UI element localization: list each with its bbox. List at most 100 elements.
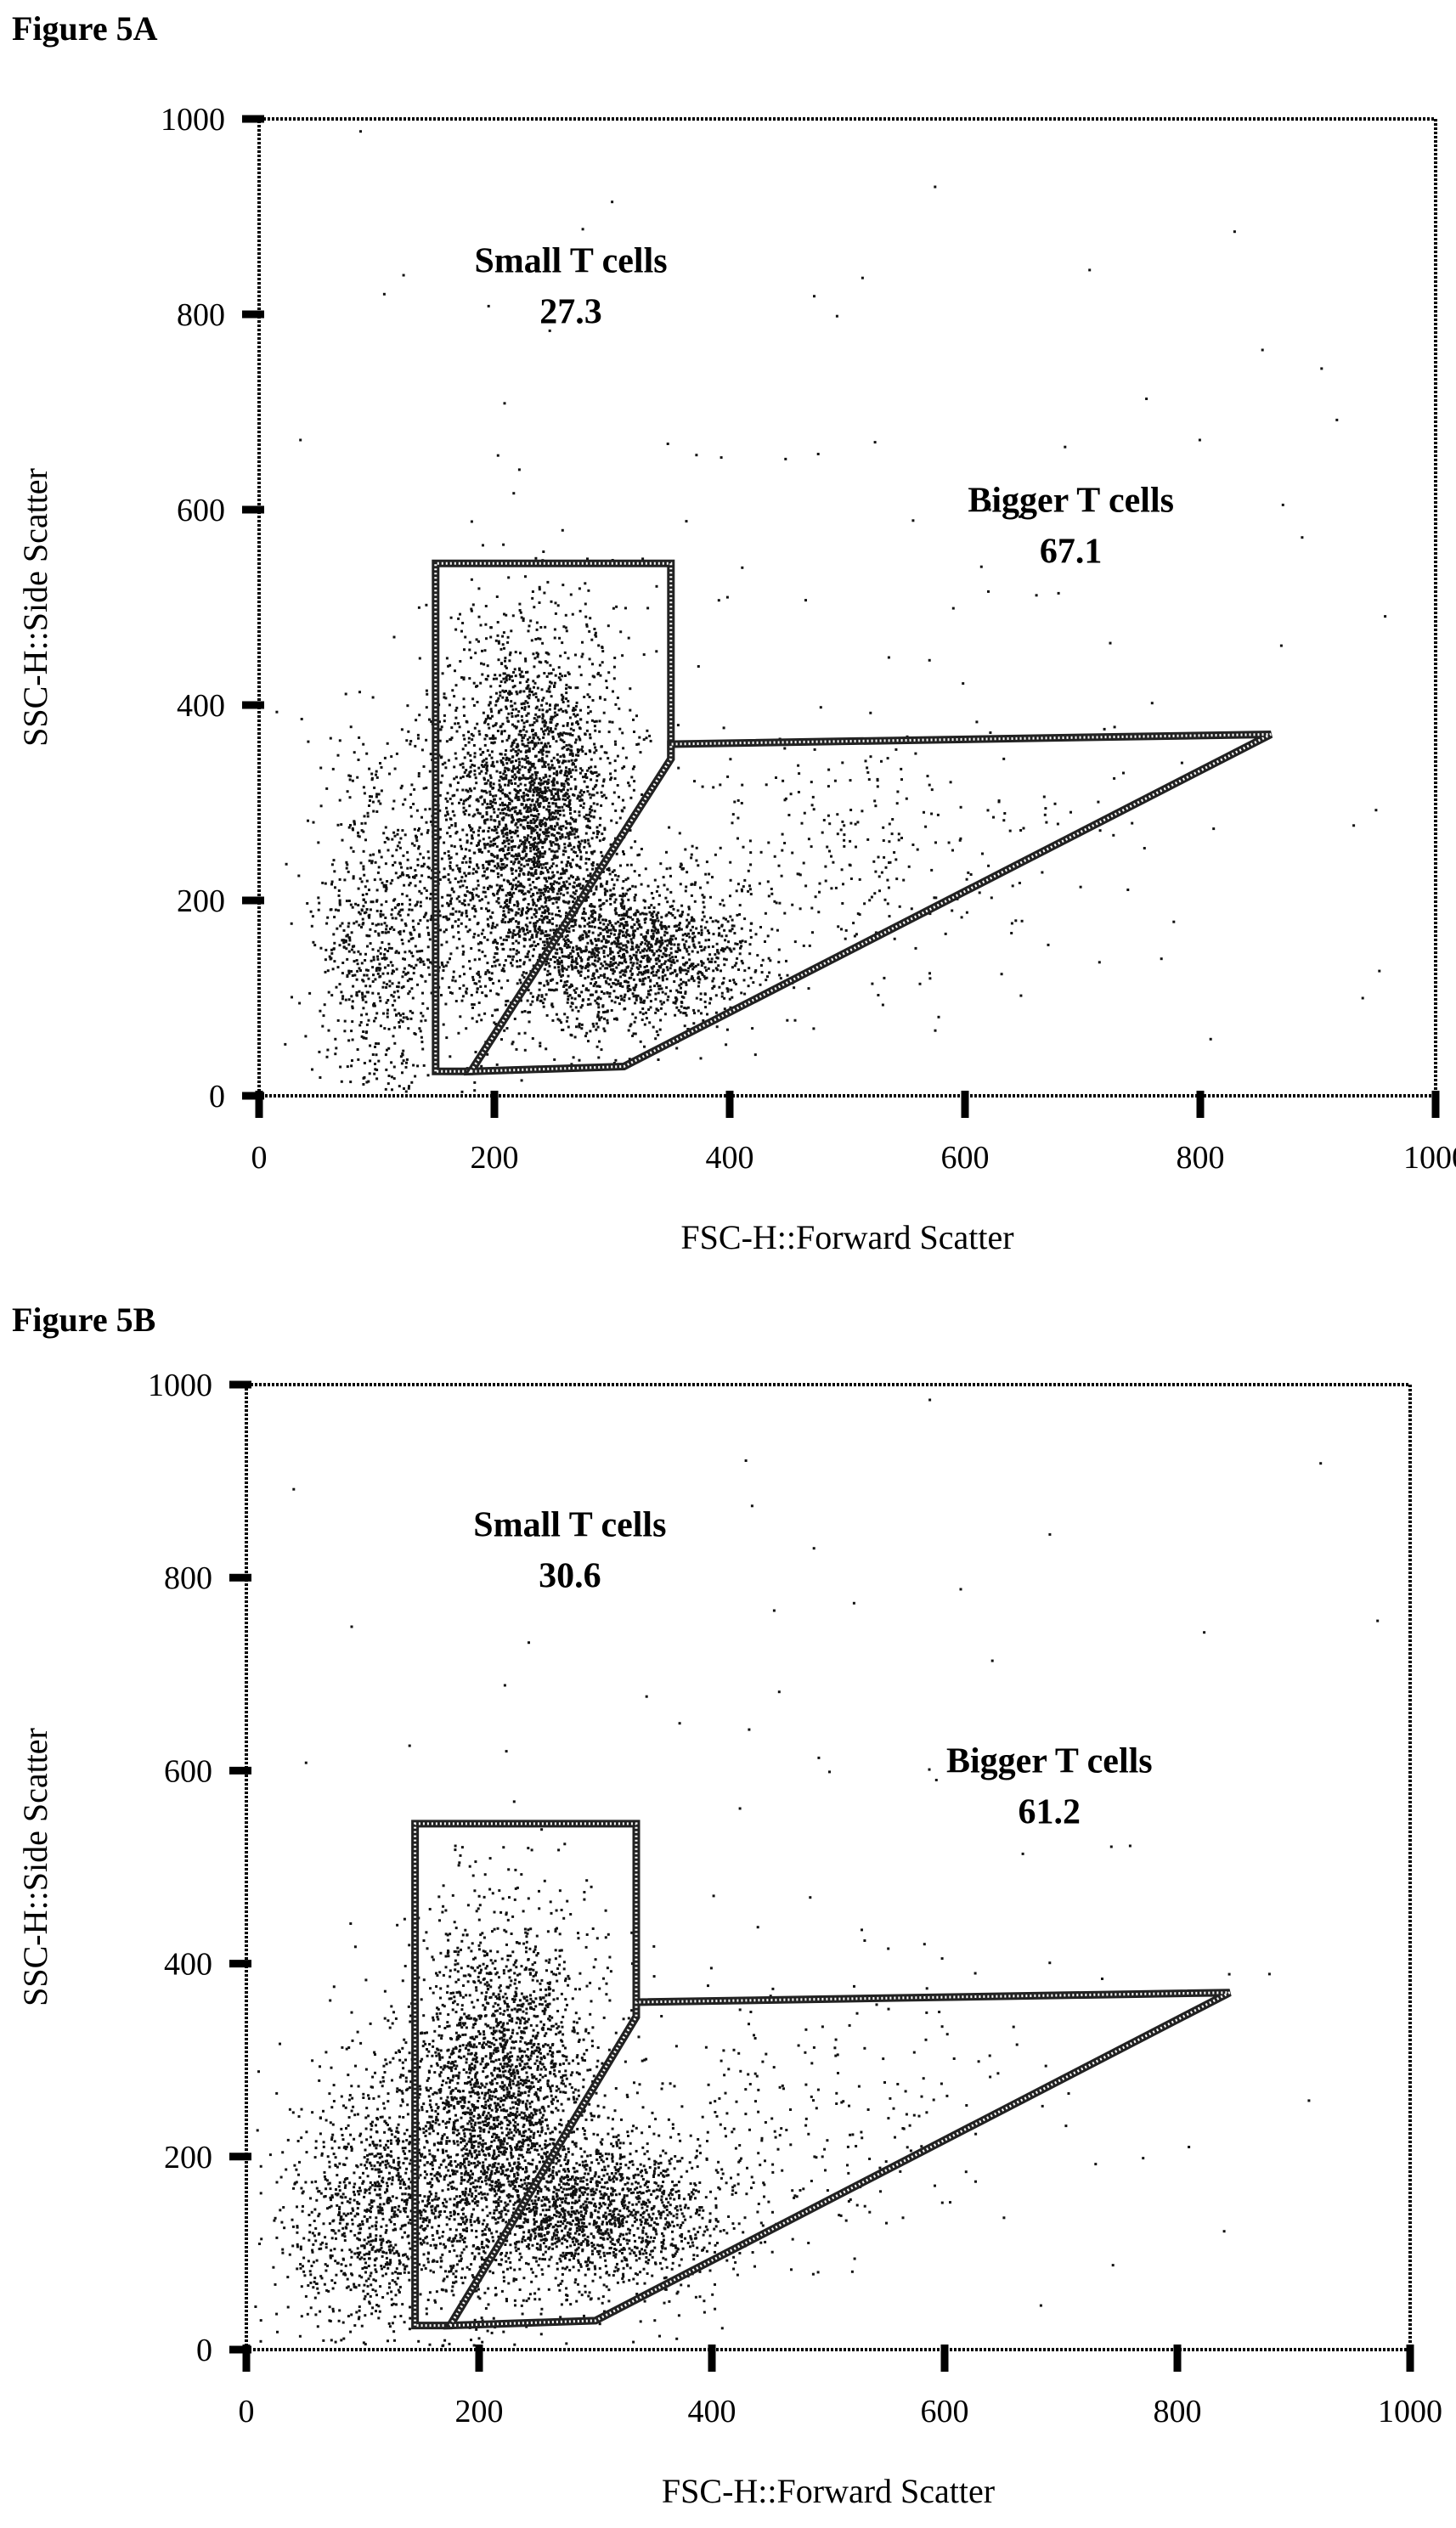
event-point [735,889,738,893]
event-point [630,956,633,960]
event-point [754,933,758,936]
event-point [509,798,512,802]
event-point [537,699,540,703]
event-point [502,938,505,941]
event-point [443,761,447,765]
event-point [557,676,561,680]
event-point [592,793,595,797]
event-point [488,703,491,707]
event-point [588,696,591,698]
event-point [748,943,752,946]
event-point [466,833,469,837]
event-point [545,938,549,940]
event-point [511,958,514,962]
event-point [384,1087,387,1091]
event-point [621,906,624,910]
event-point [544,909,547,912]
event-point [501,635,505,638]
event-point [567,956,571,959]
event-point [415,950,419,953]
event-point [600,804,603,807]
event-point [505,613,508,617]
event-point [543,940,546,944]
event-point [578,1058,581,1062]
event-point [484,895,488,899]
event-point [612,677,616,680]
event-point [499,884,502,888]
event-point [578,995,581,998]
event-point [549,818,552,821]
event-point [330,880,334,883]
event-point [718,932,721,935]
event-point [535,832,539,834]
event-point [358,990,361,993]
event-point [604,979,607,983]
event-point [588,951,591,954]
event-point [547,908,550,911]
event-point [590,939,593,942]
event-point [451,907,454,911]
event-point [536,715,539,719]
event-point [533,859,536,861]
event-point [700,925,703,928]
event-point [694,964,697,968]
event-point [503,770,506,773]
event-point [505,738,509,742]
event-point [562,753,565,757]
event-point [475,685,477,688]
event-point [687,945,691,949]
event-point [529,781,533,784]
event-point [595,836,599,839]
event-point [529,858,533,861]
event-point [602,778,606,782]
event-point [422,787,426,790]
event-point [538,855,541,859]
event-point [500,809,504,812]
event-point [559,872,562,876]
event-point [445,917,449,920]
event-point [631,884,635,888]
event-point [556,817,560,821]
event-point [564,732,567,736]
event-point [547,801,550,804]
event-point [609,932,612,935]
event-point [532,793,535,797]
event-point [592,973,595,977]
event-point [500,863,504,866]
event-point [618,727,622,731]
event-point [725,1043,728,1047]
event-point [398,931,401,934]
event-point [452,970,455,973]
event-point [761,958,765,962]
event-point [461,828,465,832]
event-point [558,973,562,976]
event-point [548,899,551,902]
event-point [506,783,510,787]
event-point [647,906,651,909]
event-point [655,950,658,953]
event-point [620,956,624,959]
event-point [562,967,566,970]
event-point [362,1076,365,1080]
event-point [516,911,520,915]
event-point [426,850,430,854]
event-point [657,968,660,972]
event-point [362,867,365,871]
event-point [573,886,576,889]
event-point [545,709,549,713]
event-point [614,809,618,812]
event-point [499,789,503,793]
event-point [504,905,507,908]
event-point [490,710,494,714]
event-point [394,917,398,920]
event-point [530,936,533,939]
event-point [645,949,648,952]
event-point [579,789,583,793]
event-point [617,963,620,967]
event-point [501,722,505,725]
event-point [476,722,479,725]
event-point [479,753,483,756]
event-point [741,889,743,893]
event-point [498,979,500,983]
event-point [665,931,669,934]
